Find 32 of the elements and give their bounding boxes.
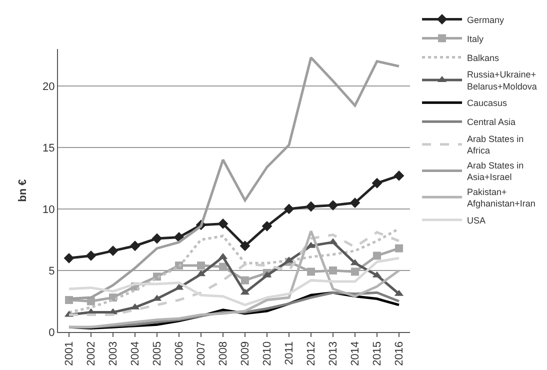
legend-label: Italy: [467, 34, 484, 44]
x-tick-label: 2013: [328, 341, 340, 366]
x-tick-label: 2003: [108, 341, 120, 366]
y-axis-title: bn €: [17, 179, 29, 202]
x-tick-label: 2011: [284, 341, 296, 366]
x-tick-label: 2009: [240, 341, 252, 366]
x-tick-label: 2010: [262, 341, 274, 366]
x-tick-label: 2014: [350, 341, 362, 366]
legend-label: Balkans: [467, 52, 500, 63]
x-tick-label: 2006: [174, 341, 186, 366]
legend-label: Caucasus: [467, 98, 508, 108]
y-tick-label: 10: [42, 204, 55, 216]
legend-label: Germany: [467, 14, 505, 25]
x-tick-label: 2002: [86, 341, 98, 366]
x-tick-label: 2012: [306, 341, 318, 366]
x-tick-label: 2005: [152, 341, 164, 366]
x-tick-label: 2015: [372, 341, 384, 366]
legend-label: USA: [467, 215, 486, 226]
y-tick-label: 15: [42, 142, 55, 154]
x-tick-label: 2008: [218, 341, 230, 366]
y-tick-label: 20: [42, 80, 55, 93]
y-tick-label: 0: [48, 326, 55, 339]
y-tick-label: 5: [48, 265, 55, 278]
legend-label: Arab States in Africa: [467, 134, 524, 156]
legend-label: Arab States in Asia+Israel: [467, 160, 524, 182]
x-tick-label: 2007: [196, 341, 208, 366]
x-tick-label: 2004: [130, 341, 142, 366]
x-tick-label: 2001: [64, 341, 76, 366]
legend-label: Pakistan+Afghanistan+Iran: [467, 186, 536, 209]
legend-label: Russia+Ukraine+Belarus+Moldova: [467, 70, 537, 92]
legend-label: Central Asia: [467, 117, 516, 128]
x-tick-label: 2016: [394, 341, 406, 366]
